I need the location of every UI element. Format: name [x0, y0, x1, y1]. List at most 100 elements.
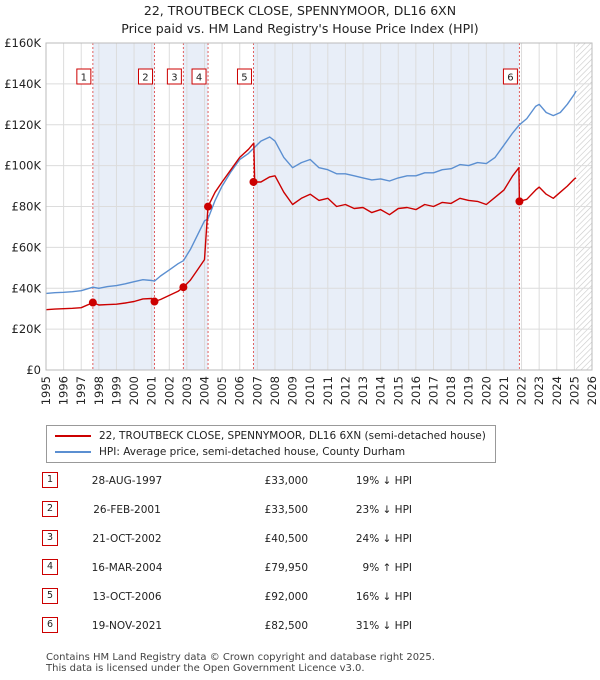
sale-row: 4 16-MAR-2004 £79,950 9% ↑ HPI [42, 559, 442, 577]
sale-points [88, 177, 524, 307]
sale-row: 2 26-FEB-2001 £33,500 23% ↓ HPI [42, 501, 442, 519]
sale-label-box: 2 [137, 68, 153, 85]
sale-point [179, 283, 188, 292]
x-tick-label: 2013 [356, 376, 370, 405]
chart-title-block: 22, TROUTBECK CLOSE, SPENNYMOOR, DL16 6X… [0, 2, 600, 38]
sale-markers [92, 43, 520, 370]
sale-date: 26-FEB-2001 [93, 504, 161, 516]
sale-point [150, 297, 159, 306]
footer: Contains HM Land Registry data © Crown c… [46, 652, 435, 674]
y-tick-label: £80K [12, 200, 42, 214]
x-tick-label: 2026 [585, 376, 599, 405]
sale-price: £40,500 [264, 533, 308, 545]
x-tick-label: 2002 [162, 376, 176, 405]
sale-label-border [166, 68, 182, 85]
sale-label-border [191, 68, 207, 85]
sale-label-number: 6 [507, 73, 513, 84]
x-tick-label: 1999 [109, 376, 123, 405]
x-tick-label: 2025 [567, 376, 581, 405]
legend-item-property: 22, TROUTBECK CLOSE, SPENNYMOOR, DL16 6X… [55, 428, 486, 444]
sale-date: 21-OCT-2002 [92, 533, 162, 545]
x-tick-label: 2019 [462, 376, 476, 405]
x-tick-label: 2005 [215, 376, 229, 405]
x-tick-label: 2006 [233, 376, 247, 405]
y-tick-label: £0 [26, 363, 41, 377]
y-tick-label: £120K [4, 118, 41, 132]
chart-title: 22, TROUTBECK CLOSE, SPENNYMOOR, DL16 6X… [143, 3, 457, 18]
y-tick-label: £140K [4, 77, 41, 91]
sale-date: 13-OCT-2006 [92, 591, 162, 603]
sale-hpi-diff: 19% ↓ HPI [355, 475, 412, 487]
plot-border [45, 42, 593, 371]
sale-label-border [76, 68, 92, 85]
sale-hpi-diff: 23% ↓ HPI [355, 504, 412, 516]
sale-point [515, 197, 524, 206]
sale-number: 1 [42, 472, 58, 488]
sale-label-border [236, 68, 252, 85]
x-tick-label: 2003 [180, 376, 194, 405]
sale-label-number: 3 [171, 73, 177, 84]
sale-number: 6 [42, 617, 58, 633]
sale-label-border [502, 68, 518, 85]
x-tick-label: 2024 [550, 376, 564, 405]
sale-price: £33,500 [264, 504, 308, 516]
series-lines [45, 90, 577, 311]
footer-licence: This data is licensed under the Open Gov… [46, 663, 365, 674]
sale-number: 2 [42, 501, 58, 517]
sale-price: £79,950 [264, 562, 308, 574]
x-tick-label: 1996 [57, 376, 71, 405]
x-tick-label: 2011 [321, 376, 335, 405]
sale-row: 5 13-OCT-2006 £92,000 16% ↓ HPI [42, 588, 442, 606]
x-tick-label: 2004 [198, 376, 212, 405]
x-tick-label: 2014 [374, 376, 388, 405]
y-tick-label: £20K [12, 322, 42, 336]
legend-swatch-property [55, 435, 91, 437]
x-tick-label: 2012 [338, 376, 352, 405]
y-tick-label: £40K [12, 281, 42, 295]
axes: £0 £20K £40K £60K £80K £100K £120K £140K £160K 19… [4, 36, 599, 405]
x-tick-label: 2020 [479, 376, 493, 405]
x-tick-label: 1998 [92, 376, 106, 405]
sale-number: 3 [42, 530, 58, 546]
sale-label-box: 1 [76, 68, 92, 85]
sale-hpi-diff: 24% ↓ HPI [355, 533, 412, 545]
chart-subtitle: Price paid vs. HM Land Registry's House … [121, 21, 479, 36]
legend-swatch-hpi [55, 451, 91, 453]
sale-price: £33,000 [264, 475, 308, 487]
sale-number: 5 [42, 588, 58, 604]
sale-row: 6 19-NOV-2021 £82,500 31% ↓ HPI [42, 617, 442, 635]
x-tick-label: 1997 [74, 376, 88, 405]
sale-date: 28-AUG-1997 [91, 475, 163, 487]
price-chart: 1 2 3 4 5 6 £0 £20K £40K £60K £80K £100K £120K £140K… [4, 36, 599, 405]
y-tick-label: £60K [12, 240, 42, 254]
sale-date: 16-MAR-2004 [91, 562, 163, 574]
sale-date: 19-NOV-2021 [91, 620, 163, 632]
x-tick-label: 1995 [39, 376, 53, 405]
x-tick-label: 2010 [303, 376, 317, 405]
x-tick-label: 2007 [250, 376, 264, 405]
x-tick-label: 2009 [286, 376, 300, 405]
x-tick-label: 2001 [145, 376, 159, 405]
x-tick-label: 2000 [127, 376, 141, 405]
sale-label-box: 5 [236, 68, 252, 85]
sale-label-box: 4 [191, 68, 207, 85]
x-tick-label: 2023 [532, 376, 546, 405]
sale-point [249, 177, 258, 186]
sale-price: £82,500 [264, 620, 308, 632]
sale-label-border [137, 68, 153, 85]
y-tick-label: £100K [4, 159, 41, 173]
sale-label-number: 5 [241, 73, 247, 84]
sale-label-number: 2 [142, 73, 148, 84]
y-tick-label: £160K [4, 36, 41, 50]
sale-hpi-diff: 31% ↓ HPI [355, 620, 412, 632]
sale-label-number: 4 [196, 73, 202, 84]
sale-point [88, 298, 97, 307]
x-tick-label: 2018 [444, 376, 458, 405]
sale-price: £92,000 [264, 591, 308, 603]
sale-row: 1 28-AUG-1997 £33,000 19% ↓ HPI [42, 472, 442, 490]
sale-number: 4 [42, 559, 58, 575]
sale-hpi-diff: 16% ↓ HPI [355, 591, 412, 603]
x-tick-label: 2016 [409, 376, 423, 405]
x-tick-label: 2022 [515, 376, 529, 405]
sale-label-box: 3 [166, 68, 182, 85]
